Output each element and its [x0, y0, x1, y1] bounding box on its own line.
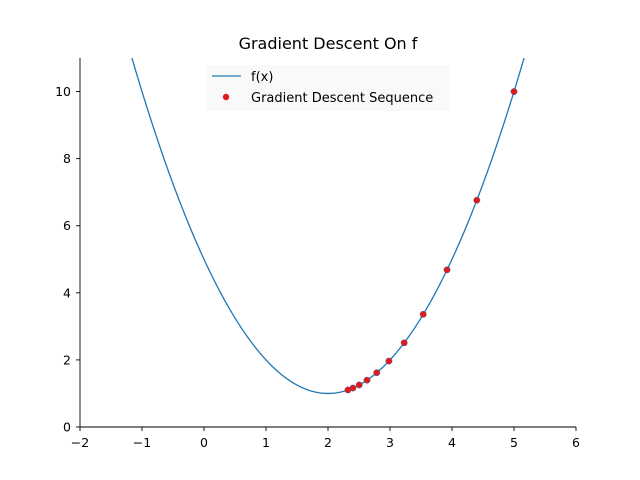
- points-layer: [344, 88, 518, 394]
- x-tick-label: 0: [200, 435, 208, 450]
- legend-label-fx: f(x): [251, 70, 273, 85]
- curve-layer: [131, 58, 525, 395]
- series-line-fx: [131, 58, 525, 395]
- scatter-point: [473, 196, 481, 204]
- y-tick-label: 0: [63, 420, 71, 435]
- x-tick-label: −2: [71, 435, 89, 450]
- scatter-point: [373, 369, 381, 377]
- x-tick-label: 4: [448, 435, 456, 450]
- scatter-point: [385, 357, 393, 365]
- x-tick-label: 1: [262, 435, 270, 450]
- y-tick-label: 10: [55, 84, 71, 99]
- legend-box: [206, 65, 449, 111]
- scatter-point: [355, 381, 363, 389]
- scatter-point: [443, 266, 451, 274]
- y-tick-label: 2: [63, 352, 71, 367]
- axes: −2 −1 0 1 2 3 4 5 6 0 2 4 6 8 10: [55, 58, 580, 450]
- legend: f(x) Gradient Descent Sequence: [206, 65, 449, 111]
- scatter-point: [419, 310, 427, 318]
- x-tick-label: 5: [510, 435, 518, 450]
- legend-scatter-marker: [222, 93, 230, 101]
- scatter-point: [400, 339, 408, 347]
- scatter-point: [344, 386, 352, 394]
- x-tick-label: 3: [386, 435, 394, 450]
- x-tick-label: −1: [133, 435, 151, 450]
- plot-area: [131, 58, 525, 395]
- x-tick-label: 2: [324, 435, 332, 450]
- legend-label-scatter: Gradient Descent Sequence: [251, 91, 433, 106]
- scatter-point: [363, 376, 371, 384]
- scatter-point: [510, 88, 518, 95]
- x-tick-label: 6: [572, 435, 580, 450]
- chart-title: Gradient Descent On f: [239, 34, 418, 53]
- y-tick-label: 8: [63, 151, 71, 166]
- y-tick-label: 6: [63, 218, 71, 233]
- y-tick-label: 4: [63, 285, 71, 300]
